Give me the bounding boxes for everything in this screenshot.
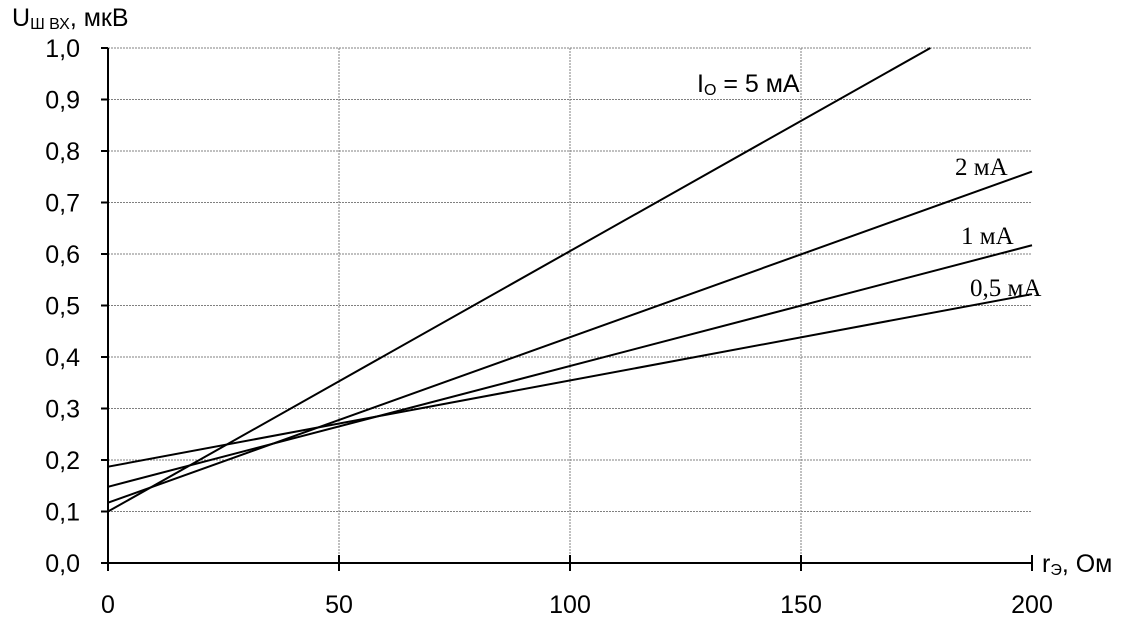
- y-tick-label: 0,1: [45, 499, 80, 527]
- y-axis-title: UШ ВХ, мкВ: [12, 4, 129, 33]
- y-tick-label: 0,7: [45, 190, 80, 218]
- y-tick-label: 0,2: [45, 447, 80, 475]
- y-tick-label: 0,0: [45, 550, 80, 578]
- y-tick-label: 0,8: [45, 138, 80, 166]
- series-label: 0,5 мА: [970, 275, 1041, 302]
- y-tick-label: 0,9: [45, 87, 80, 115]
- y-tick-label: 0,4: [45, 344, 80, 372]
- series-line: [107, 293, 1033, 468]
- series-line: [107, 244, 1033, 488]
- x-tick-label: 200: [1011, 591, 1053, 619]
- x-axis-title: rЭ, Ом: [1042, 550, 1112, 579]
- series-label: IO = 5 мА: [697, 70, 800, 99]
- x-tick-label: 0: [101, 591, 115, 619]
- y-tick-label: 0,6: [45, 241, 80, 269]
- x-tick-label: 150: [780, 591, 822, 619]
- x-tick-label: 100: [549, 591, 591, 619]
- series-lines: [107, 47, 1033, 513]
- axes: [101, 47, 1033, 571]
- y-tick-label: 0,3: [45, 396, 80, 424]
- series-line: [107, 47, 931, 513]
- series-label: 1 мА: [961, 223, 1014, 250]
- grid: [108, 47, 1032, 563]
- y-tick-label: 1,0: [45, 35, 80, 63]
- labels: 0,0 0,1 0,2 0,3 0,4 0,5 0,6 0,7 0,8 0,9 1,0 0 50 100 1…: [12, 4, 1112, 619]
- x-tick-label: 50: [325, 591, 353, 619]
- series-label: 2 мА: [955, 154, 1008, 181]
- y-tick-label: 0,5: [45, 293, 80, 321]
